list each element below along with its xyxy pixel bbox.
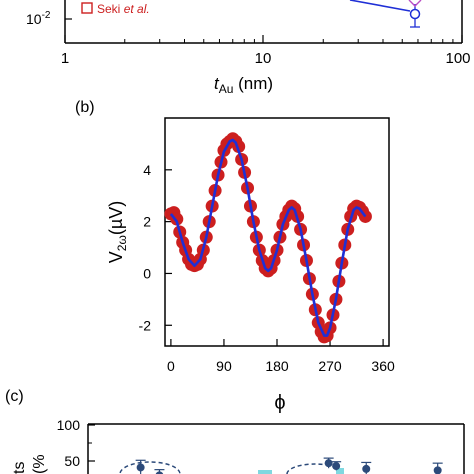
panel-b-x-axis-label: ϕ — [274, 392, 285, 414]
panel-a-x-tick-label: 100 — [445, 50, 470, 67]
panel-b-x-ticks: 0 90 180 270 360 — [167, 339, 395, 374]
panel-a-x-axis-label: tAu (nm) — [214, 74, 273, 96]
panel-a-x-tick-label: 10 — [255, 50, 272, 67]
panel-c-y-axis-label-fragment: (% — [31, 454, 48, 474]
panel-b-y-axis-label: V2ω(µV) — [106, 201, 129, 263]
panel-b-x-tick-label: 180 — [265, 358, 289, 374]
panel-c-data-points — [135, 457, 443, 474]
panel-b-y-axis-label-subscript: 2ω — [115, 235, 129, 251]
data-point — [136, 463, 145, 472]
legend-label: Seki et al. — [97, 2, 150, 16]
panel-b-y-tick-label: 2 — [143, 214, 151, 230]
panel-b-y-ticks: -2 0 2 4 — [139, 162, 172, 333]
panel-b-y-tick-label: -2 — [139, 317, 152, 333]
panel-b-x-tick-label: 90 — [216, 358, 232, 374]
data-point — [155, 471, 164, 474]
panel-c: (c) 100 50 (% ts — [5, 388, 465, 474]
data-point-open-circle — [409, 8, 421, 20]
cyan-marker — [258, 470, 272, 474]
cyan-marker — [336, 468, 344, 474]
panel-b: (b) 0 90 180 270 360 -2 0 2 4 V2ω(µV) ϕ — [75, 99, 395, 414]
panel-c-y-tick-label: 100 — [57, 417, 81, 433]
panel-b-label: (b) — [75, 99, 95, 116]
panel-c-y-tick-label: 50 — [64, 453, 80, 469]
panel-b-x-tick-label: 0 — [167, 358, 175, 374]
panel-a-x-tick-label: 1 — [61, 50, 69, 67]
panel-a-y-tick-label: 10-2 — [26, 10, 51, 27]
panel-a-minor-ticks — [124, 39, 454, 43]
panel-c-label: (c) — [5, 388, 24, 405]
panel-a-x-axis-label-subscript: Au — [219, 82, 234, 96]
panel-b-data-points — [164, 132, 372, 344]
data-point — [324, 459, 333, 468]
dashed-cluster-outline — [286, 463, 344, 474]
panel-a: 10-2 Seki et al. 1 10 100 tAu (nm) — [26, 0, 471, 96]
data-point-purple — [408, 0, 422, 7]
panel-b-y-tick-label: 4 — [143, 162, 151, 178]
fit-line-blue — [349, 0, 411, 12]
panel-a-y-tick-exponent: -2 — [42, 10, 51, 21]
panel-b-fit-line — [169, 138, 367, 337]
panel-b-x-tick-label: 360 — [371, 358, 395, 374]
dashed-cluster-outline — [119, 461, 181, 474]
panel-b-x-tick-label: 270 — [318, 358, 342, 374]
data-point — [332, 462, 341, 471]
data-point — [362, 464, 371, 473]
panel-b-y-tick-label: 0 — [143, 265, 151, 281]
data-point — [433, 466, 442, 474]
panel-c-y-axis-label-fragment: ts — [11, 462, 28, 474]
legend-marker-square — [81, 2, 93, 14]
